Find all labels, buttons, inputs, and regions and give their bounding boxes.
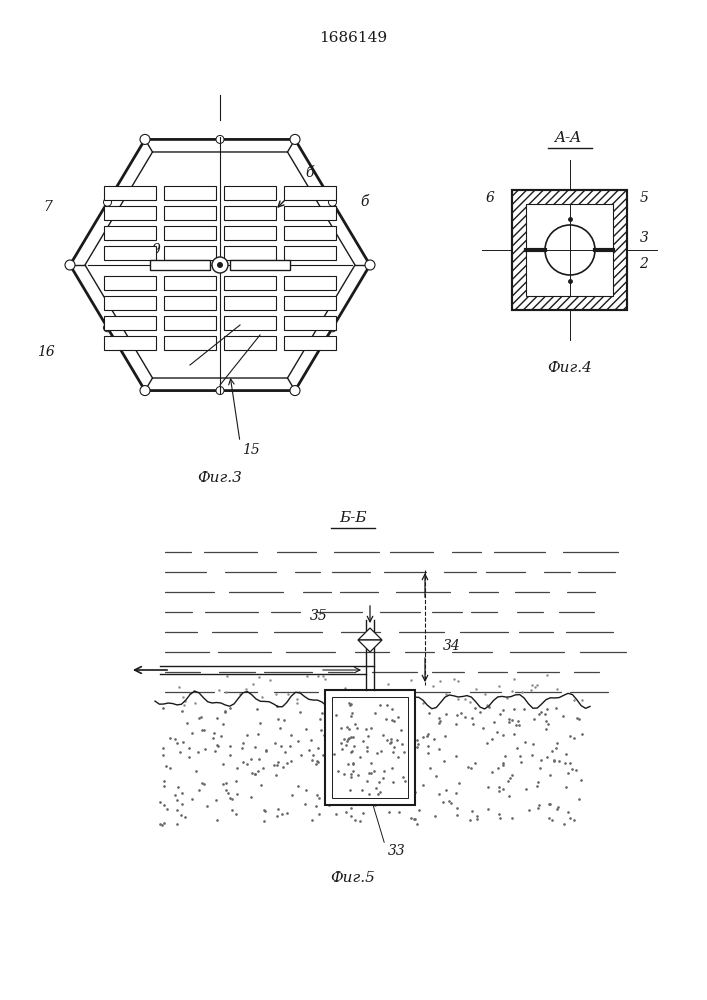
Bar: [104, 206, 156, 220]
Text: 35: 35: [310, 609, 328, 623]
Text: Фиг.4: Фиг.4: [547, 361, 592, 375]
Text: Б-Б: Б-Б: [339, 511, 367, 525]
Polygon shape: [358, 640, 382, 652]
Bar: [164, 316, 216, 330]
Text: 34: 34: [443, 639, 461, 653]
Bar: [230, 260, 290, 270]
Bar: [164, 276, 216, 290]
Bar: [284, 296, 336, 310]
Text: 9: 9: [151, 243, 160, 257]
Circle shape: [65, 260, 75, 270]
Circle shape: [545, 225, 595, 275]
Bar: [284, 206, 336, 220]
Circle shape: [103, 324, 112, 332]
Bar: [104, 296, 156, 310]
Bar: [325, 690, 415, 805]
Bar: [224, 206, 276, 220]
Text: 6: 6: [486, 191, 494, 205]
Bar: [164, 296, 216, 310]
Text: 5: 5: [640, 191, 648, 205]
Text: 16: 16: [37, 345, 55, 359]
Bar: [164, 206, 216, 220]
Circle shape: [217, 262, 223, 268]
Circle shape: [140, 134, 150, 144]
Circle shape: [365, 260, 375, 270]
Bar: [284, 336, 336, 350]
Bar: [224, 226, 276, 240]
Bar: [284, 276, 336, 290]
Circle shape: [103, 198, 112, 206]
Circle shape: [216, 387, 224, 395]
Text: Фиг.3: Фиг.3: [197, 471, 243, 485]
Circle shape: [329, 198, 337, 206]
Bar: [164, 246, 216, 260]
Bar: [104, 226, 156, 240]
Circle shape: [140, 386, 150, 396]
Text: 2: 2: [640, 257, 648, 271]
Bar: [224, 276, 276, 290]
Circle shape: [329, 324, 337, 332]
Text: б: б: [360, 195, 368, 209]
Bar: [224, 316, 276, 330]
Text: 15: 15: [242, 443, 259, 457]
Bar: [224, 186, 276, 200]
Bar: [164, 336, 216, 350]
Bar: [513, 190, 628, 310]
Bar: [104, 316, 156, 330]
Bar: [164, 186, 216, 200]
Bar: [284, 316, 336, 330]
Bar: [224, 246, 276, 260]
Text: 1686149: 1686149: [319, 31, 387, 45]
Text: 3: 3: [640, 231, 648, 245]
Bar: [104, 246, 156, 260]
Polygon shape: [70, 139, 370, 391]
Circle shape: [290, 386, 300, 396]
Text: 33: 33: [388, 844, 406, 858]
Bar: [284, 186, 336, 200]
Text: б: б: [305, 166, 313, 180]
Bar: [284, 246, 336, 260]
Bar: [104, 276, 156, 290]
Bar: [150, 260, 210, 270]
Polygon shape: [358, 628, 382, 640]
Bar: [513, 190, 628, 310]
Bar: [224, 336, 276, 350]
Circle shape: [212, 257, 228, 273]
Bar: [332, 697, 408, 798]
Bar: [104, 186, 156, 200]
Text: 7: 7: [43, 200, 52, 214]
Bar: [164, 226, 216, 240]
Bar: [527, 204, 614, 296]
Circle shape: [216, 135, 224, 143]
Bar: [284, 226, 336, 240]
Bar: [224, 296, 276, 310]
Circle shape: [290, 134, 300, 144]
Bar: [104, 336, 156, 350]
Text: Фиг.5: Фиг.5: [331, 871, 375, 885]
Text: A-A: A-A: [554, 131, 582, 145]
